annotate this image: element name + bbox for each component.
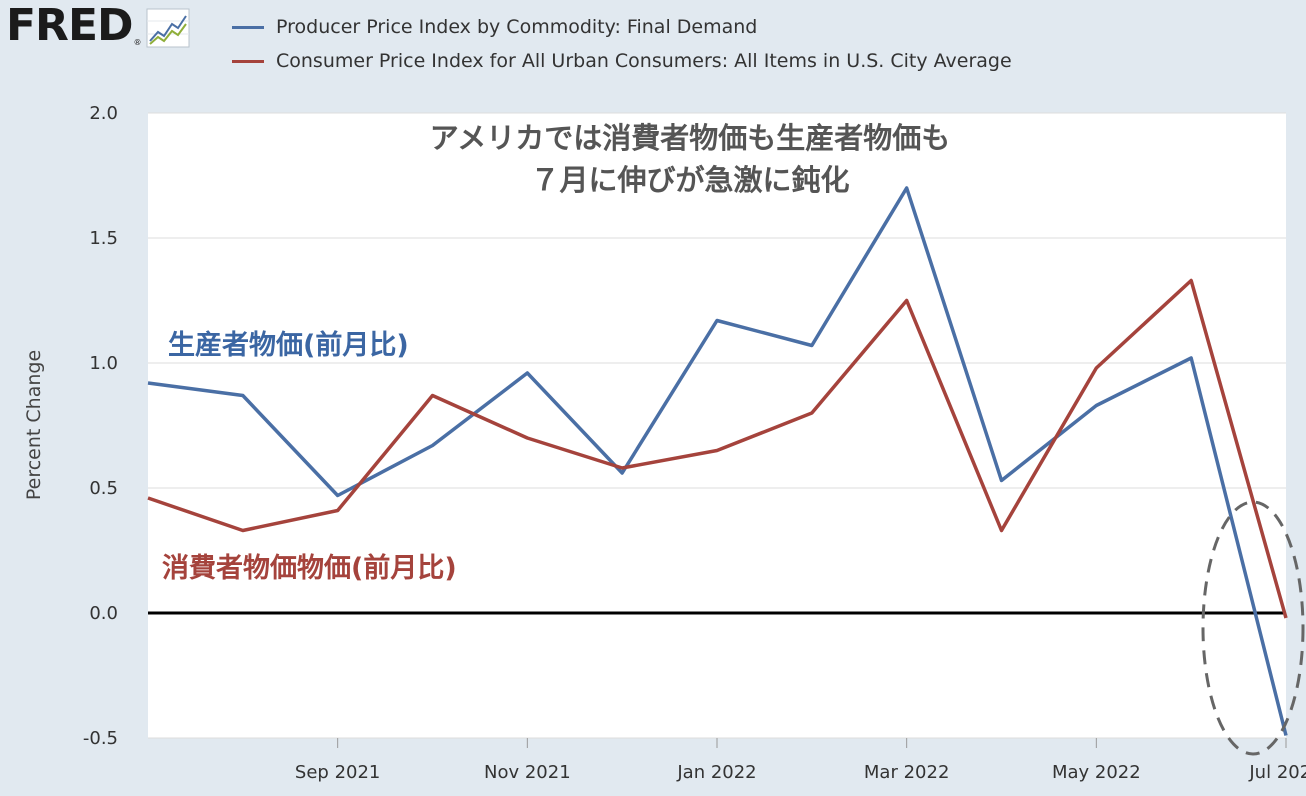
y-axis: 2.0 1.5 1.0 0.5 0.0 -0.5 — [83, 103, 118, 749]
annotation-title-line2: ７月に伸びが急激に鈍化 — [530, 163, 849, 197]
x-tick-label: May 2022 — [1052, 762, 1141, 783]
series-line-cpi[interactable] — [147, 278, 1288, 619]
fred-logo-text: FRED — [6, 0, 134, 51]
legend-item-cpi[interactable]: Consumer Price Index for All Urban Consu… — [232, 44, 1012, 78]
x-tick-label: Jan 2022 — [676, 762, 756, 783]
x-axis: Sep 2021 Nov 2021 Jan 2022 Mar 2022 May 2022… — [295, 738, 1306, 783]
x-tick-label: Jul 2022 — [1248, 762, 1306, 783]
annotation-ppi-label: 生産者物価(前月比) — [168, 329, 409, 361]
x-tick-label: Nov 2021 — [484, 762, 571, 783]
legend-label-cpi: Consumer Price Index for All Urban Consu… — [276, 50, 1012, 72]
plot-area — [148, 113, 1286, 738]
x-tick-label: Sep 2021 — [295, 762, 380, 783]
legend-swatch-cpi — [232, 59, 264, 63]
legend-item-ppi[interactable]: Producer Price Index by Commodity: Final… — [232, 10, 1012, 44]
series-lines — [147, 186, 1288, 736]
chart-legend: Producer Price Index by Commodity: Final… — [232, 10, 1012, 78]
y-tick-label: 2.0 — [89, 103, 118, 124]
y-axis-title: Percent Change — [23, 350, 45, 500]
y-tick-label: -0.5 — [83, 728, 118, 749]
line-chart-icon — [146, 8, 190, 48]
series-line-ppi[interactable] — [147, 186, 1288, 736]
y-tick-label: 0.0 — [89, 603, 118, 624]
highlight-ellipse — [1201, 500, 1305, 756]
x-tick-label: Mar 2022 — [864, 762, 950, 783]
fred-logo[interactable]: FRED ® — [6, 4, 190, 48]
legend-swatch-ppi — [232, 25, 264, 29]
y-tick-label: 1.0 — [89, 353, 118, 374]
legend-label-ppi: Producer Price Index by Commodity: Final… — [276, 16, 758, 38]
annotation-cpi-label: 消費者物価物価(前月比) — [162, 552, 457, 584]
y-tick-label: 0.5 — [89, 478, 118, 499]
annotation-title-line1: アメリカでは消費者物価も生産者物価も — [430, 121, 951, 155]
y-tick-label: 1.5 — [89, 228, 118, 249]
registered-mark: ® — [133, 38, 142, 47]
